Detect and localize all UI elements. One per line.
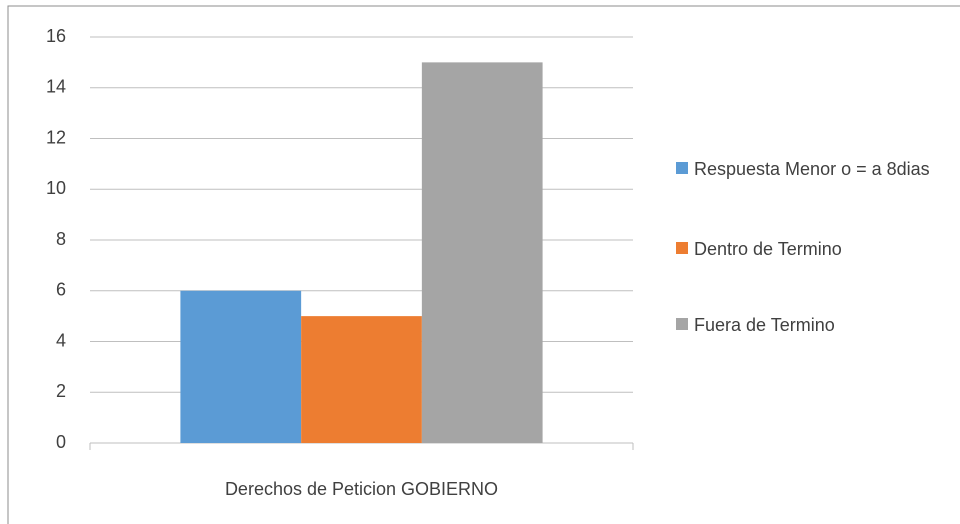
legend-swatch xyxy=(676,242,688,254)
legend-swatch xyxy=(676,162,688,174)
legend-swatch xyxy=(676,318,688,330)
bar xyxy=(421,62,543,443)
legend-label: Respuesta Menor o = a 8dias xyxy=(694,159,930,179)
y-tick-label: 14 xyxy=(46,77,66,97)
y-tick-label: 10 xyxy=(46,178,66,198)
y-tick-label: 12 xyxy=(46,127,66,147)
y-tick-label: 8 xyxy=(56,229,66,249)
x-tick-label: Derechos de Peticion GOBIERNO xyxy=(225,479,498,499)
legend-label: Fuera de Termino xyxy=(694,315,835,335)
bar xyxy=(180,290,302,443)
chart-frame xyxy=(7,5,960,524)
legend-item: Respuesta Menor o = a 8dias xyxy=(676,156,944,182)
legend-item: Fuera de Termino xyxy=(676,312,944,338)
y-tick-label: 2 xyxy=(56,381,66,401)
y-tick-label: 16 xyxy=(46,26,66,46)
legend-label: Dentro de Termino xyxy=(694,239,842,259)
legend-item: Dentro de Termino xyxy=(676,236,944,262)
y-tick-label: 0 xyxy=(56,432,66,452)
bar xyxy=(301,316,422,443)
y-tick-label: 6 xyxy=(56,280,66,300)
y-tick-label: 4 xyxy=(56,330,66,350)
